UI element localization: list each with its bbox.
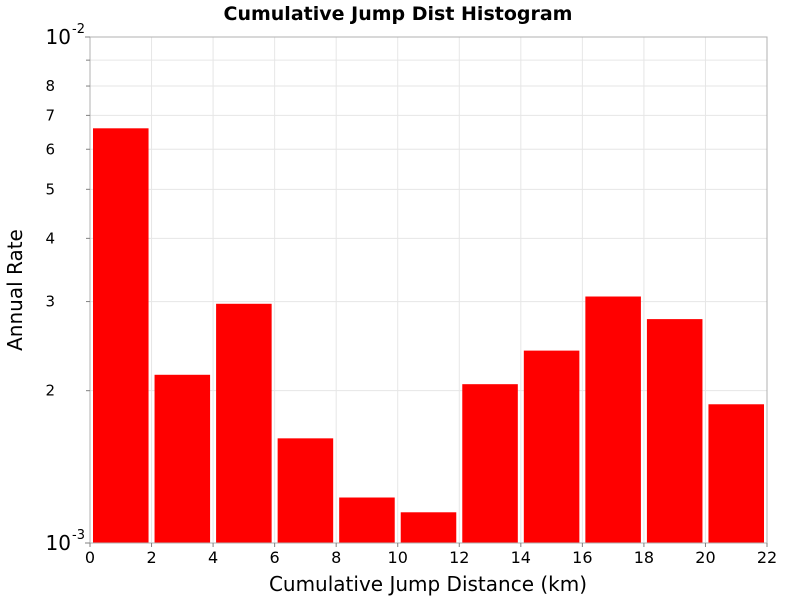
- x-tick-label: 22: [757, 548, 777, 567]
- y-tick-label: 4: [45, 229, 55, 247]
- bar-6: [462, 384, 518, 543]
- y-tick-label: 8: [45, 77, 55, 95]
- y-tick-label: 6: [45, 140, 55, 158]
- bar-7: [523, 350, 580, 543]
- x-tick-label: 6: [270, 548, 280, 567]
- y-tick-label: 3: [45, 293, 55, 311]
- x-tick-label: 16: [572, 548, 592, 567]
- bar-4: [339, 497, 395, 543]
- x-axis-label: Cumulative Jump Distance (km): [269, 572, 587, 596]
- y-decade-label: 10: [46, 531, 71, 555]
- x-tick-label: 14: [511, 548, 531, 567]
- x-tick-label: 4: [208, 548, 218, 567]
- y-axis-label: Annual Rate: [3, 229, 27, 351]
- x-tick-label: 10: [388, 548, 408, 567]
- y-tick-label: 2: [45, 382, 55, 400]
- bar-5: [400, 512, 457, 543]
- plot-frame: [89, 36, 768, 544]
- bar-10: [708, 404, 764, 543]
- y-decade-label: 10: [46, 25, 71, 49]
- x-tick-label: 12: [449, 548, 469, 567]
- bars: [93, 128, 764, 543]
- bar-8: [585, 296, 641, 543]
- bar-0: [93, 128, 149, 543]
- bar-9: [646, 319, 703, 543]
- bar-3: [277, 438, 334, 543]
- x-tick-label: 2: [146, 548, 156, 567]
- x-tick-label: 8: [331, 548, 341, 567]
- x-axis-ticks: 0 2 4 6 8 10 12 14 16 18 20 22: [85, 543, 777, 567]
- y-decade-exponent: -3: [72, 528, 85, 543]
- bar-1: [154, 374, 211, 543]
- y-tick-label: 5: [45, 180, 55, 198]
- x-tick-label: 20: [695, 548, 715, 567]
- x-tick-label: 18: [634, 548, 654, 567]
- y-tick-label: 7: [45, 106, 55, 124]
- bar-2: [216, 303, 272, 543]
- x-tick-label: 0: [85, 548, 95, 567]
- y-decade-exponent: -2: [72, 22, 85, 37]
- chart-title: Cumulative Jump Dist Histogram: [224, 3, 573, 25]
